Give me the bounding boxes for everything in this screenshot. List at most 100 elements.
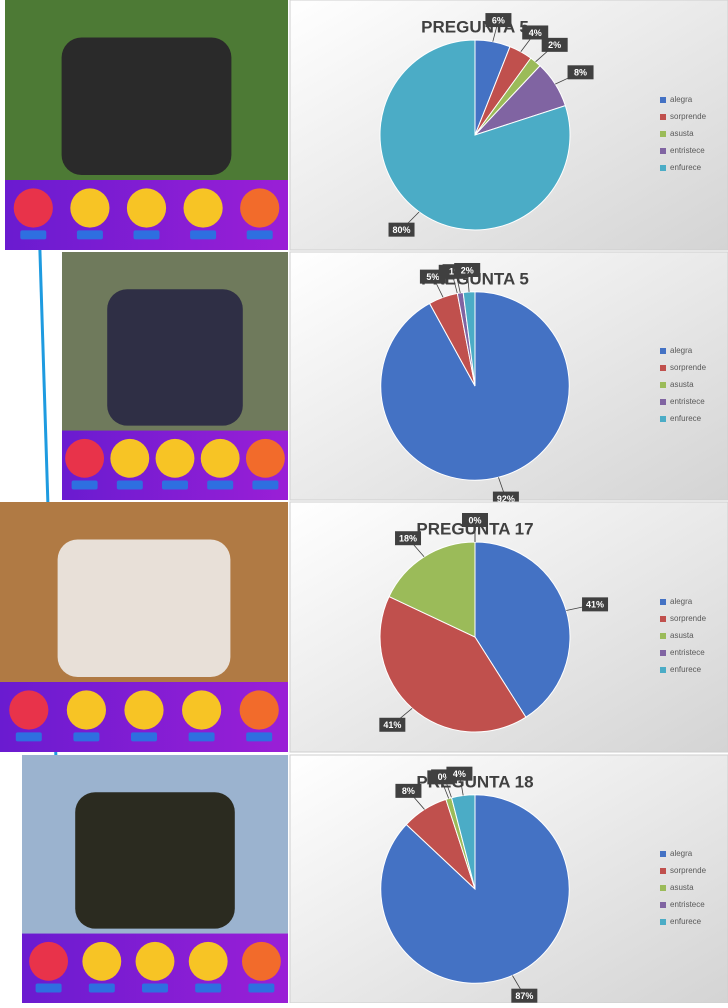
value-label: 6% <box>492 15 505 25</box>
chart-title: PREGUNTA 5 <box>421 17 529 36</box>
pie-slice <box>462 291 476 387</box>
legend-swatch <box>660 348 666 354</box>
reaction-tag <box>76 230 103 240</box>
pie-slice <box>388 541 476 638</box>
value-label: 92% <box>497 494 515 504</box>
label-box <box>567 65 594 80</box>
legend-swatch <box>660 382 666 388</box>
value-label: 87% <box>515 991 533 1001</box>
legend-label: enfurece <box>670 414 702 423</box>
reaction-icon <box>110 438 150 478</box>
reaction-tag <box>246 230 273 240</box>
legend-label: entristece <box>670 146 705 155</box>
legend-swatch <box>660 365 666 371</box>
reaction-tag <box>133 230 160 240</box>
photo-subject <box>57 539 231 677</box>
photo-subject <box>61 37 232 175</box>
value-label: 5% <box>426 272 439 282</box>
legend-label: sorprende <box>670 614 707 623</box>
value-label: 8% <box>574 68 587 78</box>
legend-swatch <box>660 416 666 422</box>
reaction-icon <box>188 941 228 981</box>
legend-swatch <box>660 919 666 925</box>
legend-label: asusta <box>670 380 694 389</box>
chart-panel: PREGUNTA 56% 4% 2% 8% 80% alegra sorprende asus… <box>289 0 728 251</box>
reaction-tag <box>116 480 143 490</box>
legend-swatch <box>660 165 666 171</box>
legend-swatch <box>660 148 666 154</box>
label-box <box>446 766 473 781</box>
legend-label: sorprende <box>670 112 707 121</box>
reaction-tag <box>73 732 100 742</box>
value-label: 4% <box>529 28 542 38</box>
chart-panel: PREGUNTA 592%5%0%1%2%alegrasorprendeasus… <box>289 251 728 506</box>
pie-slice <box>474 541 571 718</box>
reaction-icon <box>66 690 106 730</box>
legend-swatch <box>660 131 666 137</box>
reaction-icon <box>65 438 105 478</box>
legend-swatch <box>660 851 666 857</box>
chart-panel: PREGUNTA 1887%8%1%0%4%alegrasorprendeasu… <box>289 754 728 1004</box>
chart-panel: PREGUNTA 1741%41%18%0%0%alegrasorprendea… <box>289 501 728 753</box>
reaction-icon <box>124 690 164 730</box>
reaction-tag <box>188 732 215 742</box>
legend-swatch <box>660 599 666 605</box>
label-box <box>388 222 415 237</box>
legend-label: alegra <box>670 849 693 858</box>
legend-swatch <box>660 902 666 908</box>
legend-label: sorprende <box>670 866 707 875</box>
legend-label: entristece <box>670 648 705 657</box>
value-label: 2% <box>548 40 561 50</box>
legend-swatch <box>660 868 666 874</box>
label-box <box>485 13 512 28</box>
reaction-tag <box>131 732 157 742</box>
pie-slice <box>379 39 571 231</box>
reaction-tag <box>190 230 217 240</box>
label-box <box>511 988 538 1003</box>
label-box <box>582 597 609 612</box>
value-label: 0% <box>438 772 451 782</box>
legend-label: enfurece <box>670 163 702 172</box>
legend-label: entristece <box>670 397 705 406</box>
reaction-icon <box>240 188 280 228</box>
reaction-icon <box>135 941 175 981</box>
reaction-tag <box>15 732 42 742</box>
legend-label: enfurece <box>670 917 702 926</box>
reaction-tag <box>162 480 188 490</box>
reaction-tag <box>248 983 275 993</box>
value-label: 41% <box>586 600 604 610</box>
reaction-tag <box>71 480 98 490</box>
reaction-tag <box>246 732 273 742</box>
legend-label: enfurece <box>670 665 702 674</box>
legend-swatch <box>660 114 666 120</box>
legend-label: alegra <box>670 597 693 606</box>
photo-subject <box>107 289 243 426</box>
value-label: 2% <box>461 265 474 275</box>
label-box <box>541 37 568 52</box>
legend-label: sorprende <box>670 363 707 372</box>
photo-subject <box>75 792 235 929</box>
value-label: 4% <box>453 769 466 779</box>
reaction-tag <box>252 480 279 490</box>
value-label: 8% <box>402 786 415 796</box>
legend-swatch <box>660 633 666 639</box>
legend-label: alegra <box>670 95 693 104</box>
photo <box>22 755 288 1003</box>
label-box <box>522 25 549 40</box>
reaction-tag <box>20 230 47 240</box>
label-box <box>395 531 422 546</box>
reaction-tag <box>207 480 234 490</box>
reaction-icon <box>183 188 223 228</box>
reaction-icon <box>82 941 122 981</box>
reaction-icon <box>13 188 53 228</box>
legend-swatch <box>660 650 666 656</box>
photo <box>0 502 288 752</box>
reaction-icon <box>182 690 222 730</box>
legend-swatch <box>660 399 666 405</box>
legend-swatch <box>660 885 666 891</box>
reaction-icon <box>29 941 69 981</box>
photo <box>62 252 288 500</box>
label-box <box>454 262 481 277</box>
label-box <box>379 717 406 732</box>
legend-label: entristece <box>670 900 705 909</box>
